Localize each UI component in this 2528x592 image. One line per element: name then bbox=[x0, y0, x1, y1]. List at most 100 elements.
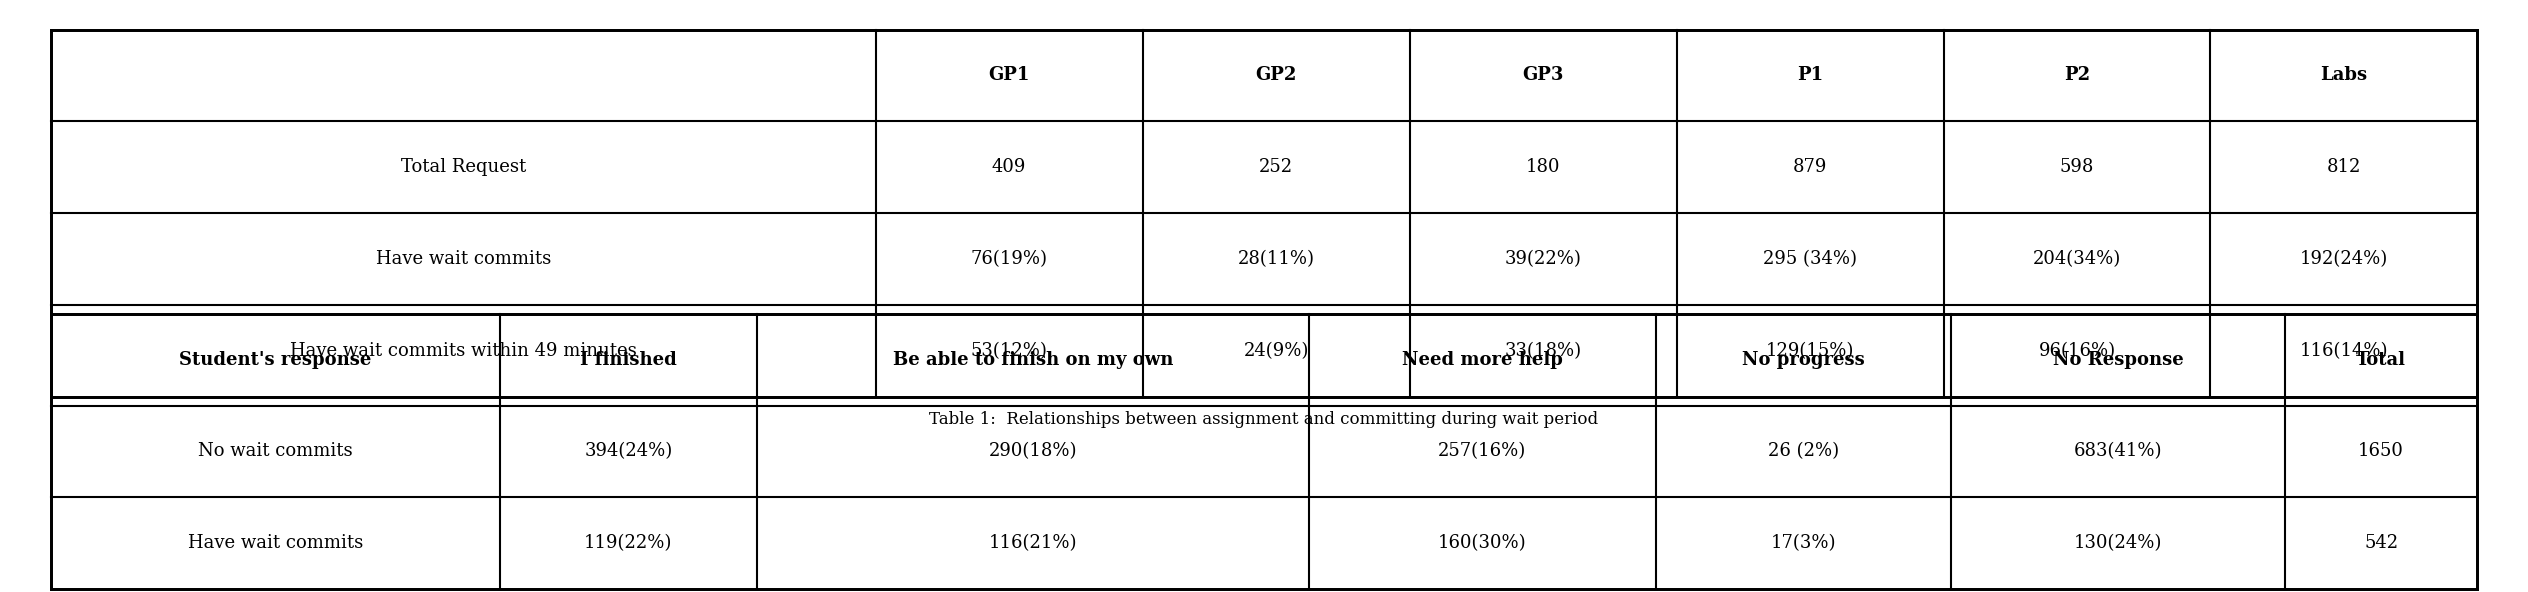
Text: 116(14%): 116(14%) bbox=[2300, 342, 2389, 360]
Text: No Response: No Response bbox=[2053, 350, 2184, 369]
Bar bbox=[1952, 314, 2285, 406]
Bar bbox=[1143, 213, 1411, 305]
Text: 130(24%): 130(24%) bbox=[2073, 534, 2161, 552]
Text: P1: P1 bbox=[1797, 66, 1823, 85]
Text: Have wait commits: Have wait commits bbox=[187, 534, 364, 552]
Bar bbox=[51, 30, 2477, 397]
Bar bbox=[1656, 314, 1952, 406]
Bar bbox=[1952, 497, 2285, 589]
Text: 295 (34%): 295 (34%) bbox=[1762, 250, 1858, 268]
Bar bbox=[875, 121, 1143, 213]
Text: Labs: Labs bbox=[2321, 66, 2369, 85]
Text: 252: 252 bbox=[1259, 158, 1294, 176]
Bar bbox=[875, 305, 1143, 397]
Text: GP2: GP2 bbox=[1256, 66, 1297, 85]
Bar bbox=[1411, 121, 1676, 213]
Bar bbox=[51, 314, 501, 406]
Bar bbox=[1952, 406, 2285, 497]
Bar bbox=[756, 497, 1310, 589]
Bar bbox=[756, 314, 1310, 406]
Text: 192(24%): 192(24%) bbox=[2300, 250, 2389, 268]
Text: Student's response: Student's response bbox=[179, 350, 372, 369]
Text: Total: Total bbox=[2356, 350, 2407, 369]
Text: 17(3%): 17(3%) bbox=[1770, 534, 1835, 552]
Text: No progress: No progress bbox=[1742, 350, 1866, 369]
Bar bbox=[1411, 305, 1676, 397]
Text: 879: 879 bbox=[1792, 158, 1828, 176]
Bar bbox=[1944, 30, 2209, 121]
Text: 257(16%): 257(16%) bbox=[1438, 442, 1527, 461]
Text: 39(22%): 39(22%) bbox=[1504, 250, 1583, 268]
Text: 33(18%): 33(18%) bbox=[1504, 342, 1583, 360]
Bar bbox=[2285, 314, 2477, 406]
Text: Have wait commits: Have wait commits bbox=[377, 250, 551, 268]
Text: P2: P2 bbox=[2063, 66, 2091, 85]
Bar bbox=[1143, 121, 1411, 213]
Bar bbox=[2209, 121, 2477, 213]
Bar bbox=[2285, 497, 2477, 589]
Bar bbox=[51, 30, 875, 121]
Text: 26 (2%): 26 (2%) bbox=[1767, 442, 1838, 461]
Text: Be able to finish on my own: Be able to finish on my own bbox=[892, 350, 1173, 369]
Text: No wait commits: No wait commits bbox=[197, 442, 351, 461]
Text: I finished: I finished bbox=[579, 350, 678, 369]
Bar bbox=[51, 497, 501, 589]
Bar bbox=[1676, 121, 1944, 213]
Bar bbox=[2209, 213, 2477, 305]
Bar bbox=[1656, 406, 1952, 497]
Text: Need more help: Need more help bbox=[1403, 350, 1562, 369]
Bar bbox=[1143, 305, 1411, 397]
Text: 409: 409 bbox=[991, 158, 1026, 176]
Text: 204(34%): 204(34%) bbox=[2033, 250, 2121, 268]
Bar bbox=[875, 213, 1143, 305]
Bar bbox=[501, 406, 756, 497]
Text: 160(30%): 160(30%) bbox=[1438, 534, 1527, 552]
Text: 598: 598 bbox=[2060, 158, 2093, 176]
Text: GP1: GP1 bbox=[988, 66, 1029, 85]
Bar bbox=[1310, 406, 1656, 497]
Bar bbox=[501, 314, 756, 406]
Text: 394(24%): 394(24%) bbox=[584, 442, 672, 461]
Bar bbox=[1143, 30, 1411, 121]
Text: 24(9%): 24(9%) bbox=[1244, 342, 1310, 360]
Bar bbox=[1944, 213, 2209, 305]
Text: 28(11%): 28(11%) bbox=[1239, 250, 1315, 268]
Bar bbox=[1310, 314, 1656, 406]
Text: 119(22%): 119(22%) bbox=[584, 534, 672, 552]
Bar bbox=[1676, 30, 1944, 121]
Text: Have wait commits within 49 minutes: Have wait commits within 49 minutes bbox=[291, 342, 637, 360]
Bar bbox=[1310, 497, 1656, 589]
Bar bbox=[51, 314, 2477, 589]
Bar bbox=[1676, 213, 1944, 305]
Text: 542: 542 bbox=[2364, 534, 2399, 552]
Bar bbox=[1944, 305, 2209, 397]
Bar bbox=[1656, 497, 1952, 589]
Text: 1650: 1650 bbox=[2359, 442, 2404, 461]
Text: 683(41%): 683(41%) bbox=[2073, 442, 2161, 461]
Bar bbox=[51, 305, 875, 397]
Text: 290(18%): 290(18%) bbox=[988, 442, 1077, 461]
Text: Table 1:  Relationships between assignment and committing during wait period: Table 1: Relationships between assignmen… bbox=[930, 411, 1598, 429]
Bar bbox=[501, 497, 756, 589]
Text: Total Request: Total Request bbox=[399, 158, 526, 176]
Text: 76(19%): 76(19%) bbox=[971, 250, 1047, 268]
Bar bbox=[1411, 213, 1676, 305]
Bar bbox=[51, 213, 875, 305]
Bar bbox=[2209, 30, 2477, 121]
Bar bbox=[1411, 30, 1676, 121]
Bar bbox=[51, 406, 501, 497]
Bar bbox=[875, 30, 1143, 121]
Text: 53(12%): 53(12%) bbox=[971, 342, 1047, 360]
Bar bbox=[756, 406, 1310, 497]
Bar bbox=[1676, 305, 1944, 397]
Bar bbox=[2209, 305, 2477, 397]
Text: GP3: GP3 bbox=[1522, 66, 1565, 85]
Text: 812: 812 bbox=[2326, 158, 2361, 176]
Text: 116(21%): 116(21%) bbox=[988, 534, 1077, 552]
Text: 129(15%): 129(15%) bbox=[1767, 342, 1853, 360]
Bar bbox=[1944, 121, 2209, 213]
Bar bbox=[2285, 406, 2477, 497]
Text: 180: 180 bbox=[1527, 158, 1560, 176]
Text: 96(16%): 96(16%) bbox=[2038, 342, 2116, 360]
Bar bbox=[51, 121, 875, 213]
